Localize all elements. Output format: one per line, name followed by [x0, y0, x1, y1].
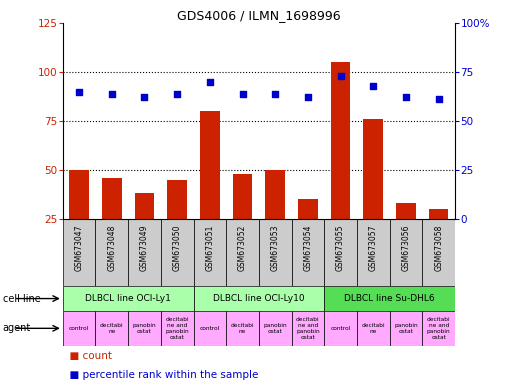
Point	[173, 91, 181, 97]
Bar	[423, 219, 455, 286]
Bar	[396, 203, 416, 268]
Text: decitabi
ne: decitabi ne	[231, 323, 254, 334]
Bar	[298, 199, 318, 268]
Bar	[194, 219, 226, 286]
Bar	[161, 311, 194, 346]
Bar	[194, 286, 324, 311]
Point	[108, 91, 116, 97]
Text: panobin
ostat: panobin ostat	[133, 323, 156, 334]
Text: decitabi
ne: decitabi ne	[100, 323, 123, 334]
Text: panobin
ostat: panobin ostat	[264, 323, 287, 334]
Point	[206, 79, 214, 85]
Text: GSM673051: GSM673051	[206, 224, 214, 271]
Bar	[63, 286, 194, 311]
Text: decitabi
ne: decitabi ne	[361, 323, 385, 334]
Bar	[128, 311, 161, 346]
Point	[369, 83, 378, 89]
Text: decitabi
ne and
panobin
ostat: decitabi ne and panobin ostat	[427, 317, 450, 339]
Bar	[357, 311, 390, 346]
Text: DLBCL line Su-DHL6: DLBCL line Su-DHL6	[344, 294, 435, 303]
Point	[271, 91, 279, 97]
Text: GSM673058: GSM673058	[434, 224, 443, 271]
Text: GSM673054: GSM673054	[303, 224, 312, 271]
Bar	[194, 311, 226, 346]
Bar	[390, 311, 423, 346]
Bar	[128, 219, 161, 286]
Bar	[324, 311, 357, 346]
Bar	[226, 311, 259, 346]
Text: GSM673053: GSM673053	[271, 224, 280, 271]
Bar	[292, 219, 324, 286]
Text: panobin
ostat: panobin ostat	[394, 323, 418, 334]
Text: ■ percentile rank within the sample: ■ percentile rank within the sample	[63, 370, 258, 380]
Point	[140, 94, 149, 101]
Text: GSM673057: GSM673057	[369, 224, 378, 271]
Bar	[292, 311, 324, 346]
Point	[238, 91, 247, 97]
Bar	[95, 219, 128, 286]
Text: agent: agent	[3, 323, 31, 333]
Text: GSM673052: GSM673052	[238, 224, 247, 271]
Point	[402, 94, 410, 101]
Bar	[95, 311, 128, 346]
Bar	[102, 178, 121, 268]
Bar	[167, 180, 187, 268]
Bar	[134, 194, 154, 268]
Text: GSM673050: GSM673050	[173, 224, 181, 271]
Point	[75, 89, 83, 95]
Text: ■ count: ■ count	[63, 351, 112, 361]
Bar	[161, 219, 194, 286]
Text: DLBCL line OCI-Ly10: DLBCL line OCI-Ly10	[213, 294, 305, 303]
Text: cell line: cell line	[3, 293, 40, 304]
Text: GSM673056: GSM673056	[402, 224, 411, 271]
Text: control: control	[200, 326, 220, 331]
Bar	[324, 286, 455, 311]
Point	[304, 94, 312, 101]
Bar	[423, 311, 455, 346]
Bar	[357, 219, 390, 286]
Bar	[266, 170, 285, 268]
Bar	[63, 219, 95, 286]
Point	[435, 96, 443, 103]
Bar	[233, 174, 252, 268]
Bar	[63, 311, 95, 346]
Bar	[429, 209, 448, 268]
Title: GDS4006 / ILMN_1698996: GDS4006 / ILMN_1698996	[177, 9, 340, 22]
Text: GSM673048: GSM673048	[107, 224, 116, 271]
Text: control: control	[69, 326, 89, 331]
Bar	[69, 170, 89, 268]
Text: decitabi
ne and
panobin
ostat: decitabi ne and panobin ostat	[296, 317, 320, 339]
Point	[336, 73, 345, 79]
Text: GSM673049: GSM673049	[140, 224, 149, 271]
Bar	[324, 219, 357, 286]
Text: GSM673055: GSM673055	[336, 224, 345, 271]
Text: control: control	[331, 326, 351, 331]
Text: GSM673047: GSM673047	[75, 224, 84, 271]
Bar	[259, 311, 292, 346]
Bar	[259, 219, 292, 286]
Bar	[363, 119, 383, 268]
Bar	[390, 219, 423, 286]
Bar	[200, 111, 220, 268]
Text: decitabi
ne and
panobin
ostat: decitabi ne and panobin ostat	[165, 317, 189, 339]
Text: DLBCL line OCI-Ly1: DLBCL line OCI-Ly1	[85, 294, 171, 303]
Bar	[331, 62, 350, 268]
Bar	[226, 219, 259, 286]
